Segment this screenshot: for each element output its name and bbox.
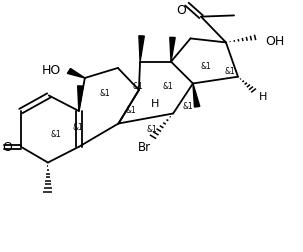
Text: &1: &1 [200,62,211,71]
Polygon shape [193,84,200,108]
Text: H: H [258,92,267,102]
Text: &1: &1 [125,105,136,114]
Text: OH: OH [266,35,285,48]
Text: HO: HO [42,64,62,76]
Polygon shape [78,86,83,112]
Text: &1: &1 [73,123,83,132]
Text: &1: &1 [163,82,173,91]
Polygon shape [170,38,175,62]
Text: &1: &1 [100,89,110,98]
Text: &1: &1 [224,67,235,76]
Polygon shape [139,37,144,62]
Text: Br: Br [138,140,152,153]
Text: &1: &1 [133,82,143,91]
Text: O: O [2,140,12,153]
Text: &1: &1 [146,124,157,134]
Text: &1: &1 [182,102,193,111]
Polygon shape [67,69,85,79]
Text: O: O [177,4,186,17]
Text: &1: &1 [50,130,61,138]
Text: H: H [151,99,159,109]
